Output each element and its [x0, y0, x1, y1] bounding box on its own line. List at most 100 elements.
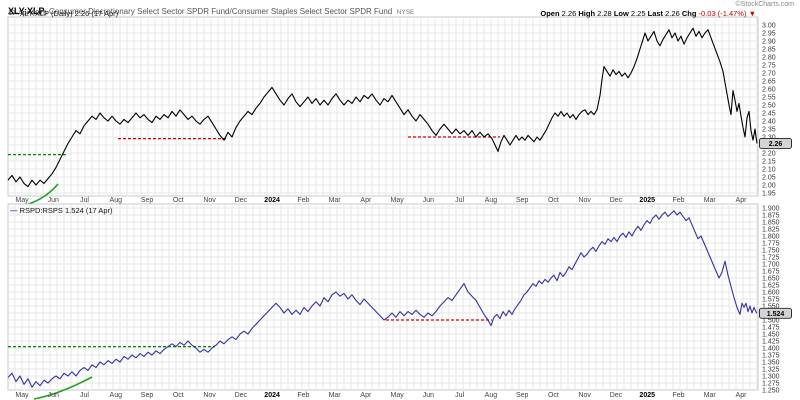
panel-0-frame	[7, 16, 759, 197]
low-label: Low	[613, 9, 629, 18]
x-axis-month-label: Jul	[80, 197, 89, 204]
down-arrow-icon: ▼	[748, 9, 756, 18]
y-tick-label: 2.10	[762, 167, 776, 174]
x-axis-month-label: May	[15, 197, 29, 204]
x-axis-month-label: Oct	[548, 392, 559, 399]
ohlc-quote-row: Open 2.26 High 2.28 Low 2.25 Last 2.26 C…	[540, 9, 756, 18]
chg-label: Chg	[681, 9, 697, 18]
x-axis-month-label: Jul	[80, 392, 89, 399]
x-axis-month-label: Oct	[548, 197, 559, 204]
last-value-label: 2.26	[769, 141, 783, 148]
last-value-box	[759, 307, 792, 319]
open-value: 2.26	[561, 9, 577, 18]
y-tick-label: 1.450	[762, 332, 780, 339]
x-axis-month-label: Nov	[203, 197, 216, 204]
y-tick-label: 1.725	[762, 255, 780, 262]
x-axis-month-label: 2025	[639, 197, 655, 204]
x-axis-month-label: Mar	[329, 392, 342, 399]
y-tick-label: 1.425	[762, 339, 780, 346]
y-tick-label: 1.700	[762, 262, 780, 269]
x-axis-month-label: Feb	[297, 392, 309, 399]
x-axis-month-label: Nov	[578, 197, 591, 204]
y-tick-label: 1.800	[762, 234, 780, 241]
x-axis-month-label: Feb	[672, 197, 684, 204]
x-axis-month-label: May	[391, 197, 405, 204]
x-axis-month-label: Jul	[455, 392, 464, 399]
chart-date: 17-Apr-2025	[8, 10, 47, 17]
x-axis-month-label: Oct	[173, 392, 184, 399]
y-tick-label: 1.825	[762, 227, 780, 234]
annotation-curve-accel-trendline	[33, 376, 93, 400]
y-tick-label: 1.325	[762, 367, 780, 374]
bottom-legend-text: RSPD:RSPS 1.524 (17 Apr)	[19, 206, 113, 215]
x-axis-month-label: Jul	[455, 197, 464, 204]
x-axis-month-label: 2024	[264, 197, 280, 204]
last-label: Last	[647, 9, 664, 18]
y-tick-label: 1.475	[762, 325, 780, 332]
x-axis-month-label: Jun	[48, 392, 59, 399]
legend-line-swatch: —	[10, 9, 18, 18]
y-tick-label: 1.375	[762, 353, 780, 360]
x-axis-month-label: May	[15, 392, 29, 399]
y-tick-label: 2.60	[762, 87, 776, 94]
y-tick-label: 1.275	[762, 381, 780, 388]
ticker-description: Consumer Discretionary Select Sector SPD…	[48, 7, 393, 16]
x-axis-month-label: Jun	[423, 197, 434, 204]
price-line-RSPD:RSPS	[7, 210, 758, 388]
x-axis-month-label: 2024	[264, 392, 280, 399]
y-tick-label: 2.95	[762, 31, 776, 38]
legend-line-swatch: —	[10, 206, 18, 215]
y-tick-label: 2.75	[762, 63, 776, 70]
chart-title: XLY:XLP Consumer Discretionary Select Se…	[8, 1, 414, 19]
x-axis-month-label: Aug	[110, 197, 123, 204]
y-tick-label: 3.00	[762, 23, 776, 30]
y-tick-label: 2.65	[762, 79, 776, 86]
y-tick-label: 2.85	[762, 47, 776, 54]
x-axis-month-label: Mar	[329, 197, 342, 204]
y-tick-label: 2.55	[762, 95, 776, 102]
x-axis-month-label: May	[391, 392, 405, 399]
x-axis-month-label: Sep	[516, 197, 529, 204]
x-axis-month-label: Jun	[48, 197, 59, 204]
x-axis-month-label: Dec	[235, 392, 248, 399]
stockcharts-copyright: ©StockCharts.com	[735, 1, 794, 8]
high-label: High	[578, 9, 596, 18]
y-tick-label: 2.05	[762, 175, 776, 182]
x-axis-month-label: Oct	[173, 197, 184, 204]
y-tick-label: 2.70	[762, 71, 776, 78]
y-tick-label: 1.600	[762, 290, 780, 297]
y-tick-label: 1.675	[762, 269, 780, 276]
y-tick-label: 2.20	[762, 151, 776, 158]
x-axis-month-label: Apr	[736, 197, 748, 204]
x-axis-month-label: Nov	[578, 392, 591, 399]
y-tick-label: 1.575	[762, 297, 780, 304]
x-axis-month-label: Apr	[736, 392, 748, 399]
last-value-box	[759, 137, 792, 149]
y-tick-label: 2.40	[762, 119, 776, 126]
x-axis-month-label: Sep	[141, 392, 154, 399]
y-tick-label: 1.625	[762, 283, 780, 290]
y-tick-label: 1.250	[762, 388, 780, 395]
x-axis-month-label: Mar	[704, 392, 717, 399]
top-panel-legend: — XLY:XLP (Daily) 2.26 (17 Apr)	[10, 9, 118, 18]
x-axis-month-label: Sep	[141, 197, 154, 204]
x-axis-month-label: 2025	[639, 392, 655, 399]
open-label: Open	[540, 9, 560, 18]
y-tick-label: 2.00	[762, 183, 776, 190]
y-tick-label: 1.775	[762, 241, 780, 248]
y-tick-label: 2.80	[762, 55, 776, 62]
y-tick-label: 1.350	[762, 360, 780, 367]
chg-value: -0.03 (-1.47%)	[698, 9, 747, 18]
x-axis-month-label: Feb	[297, 197, 309, 204]
y-tick-label: 1.550	[762, 304, 780, 311]
y-tick-label: 2.50	[762, 103, 776, 110]
x-axis-month-label: Dec	[610, 197, 623, 204]
x-axis-month-label: Dec	[235, 197, 248, 204]
x-axis-month-label: Aug	[110, 392, 123, 399]
top-legend-text: XLY:XLP (Daily) 2.26 (17 Apr)	[19, 9, 119, 18]
low-value: 2.25	[630, 9, 646, 18]
x-axis-month-label: Jun	[423, 392, 434, 399]
bottom-panel-legend: — RSPD:RSPS 1.524 (17 Apr)	[10, 206, 113, 215]
y-tick-label: 2.45	[762, 111, 776, 118]
